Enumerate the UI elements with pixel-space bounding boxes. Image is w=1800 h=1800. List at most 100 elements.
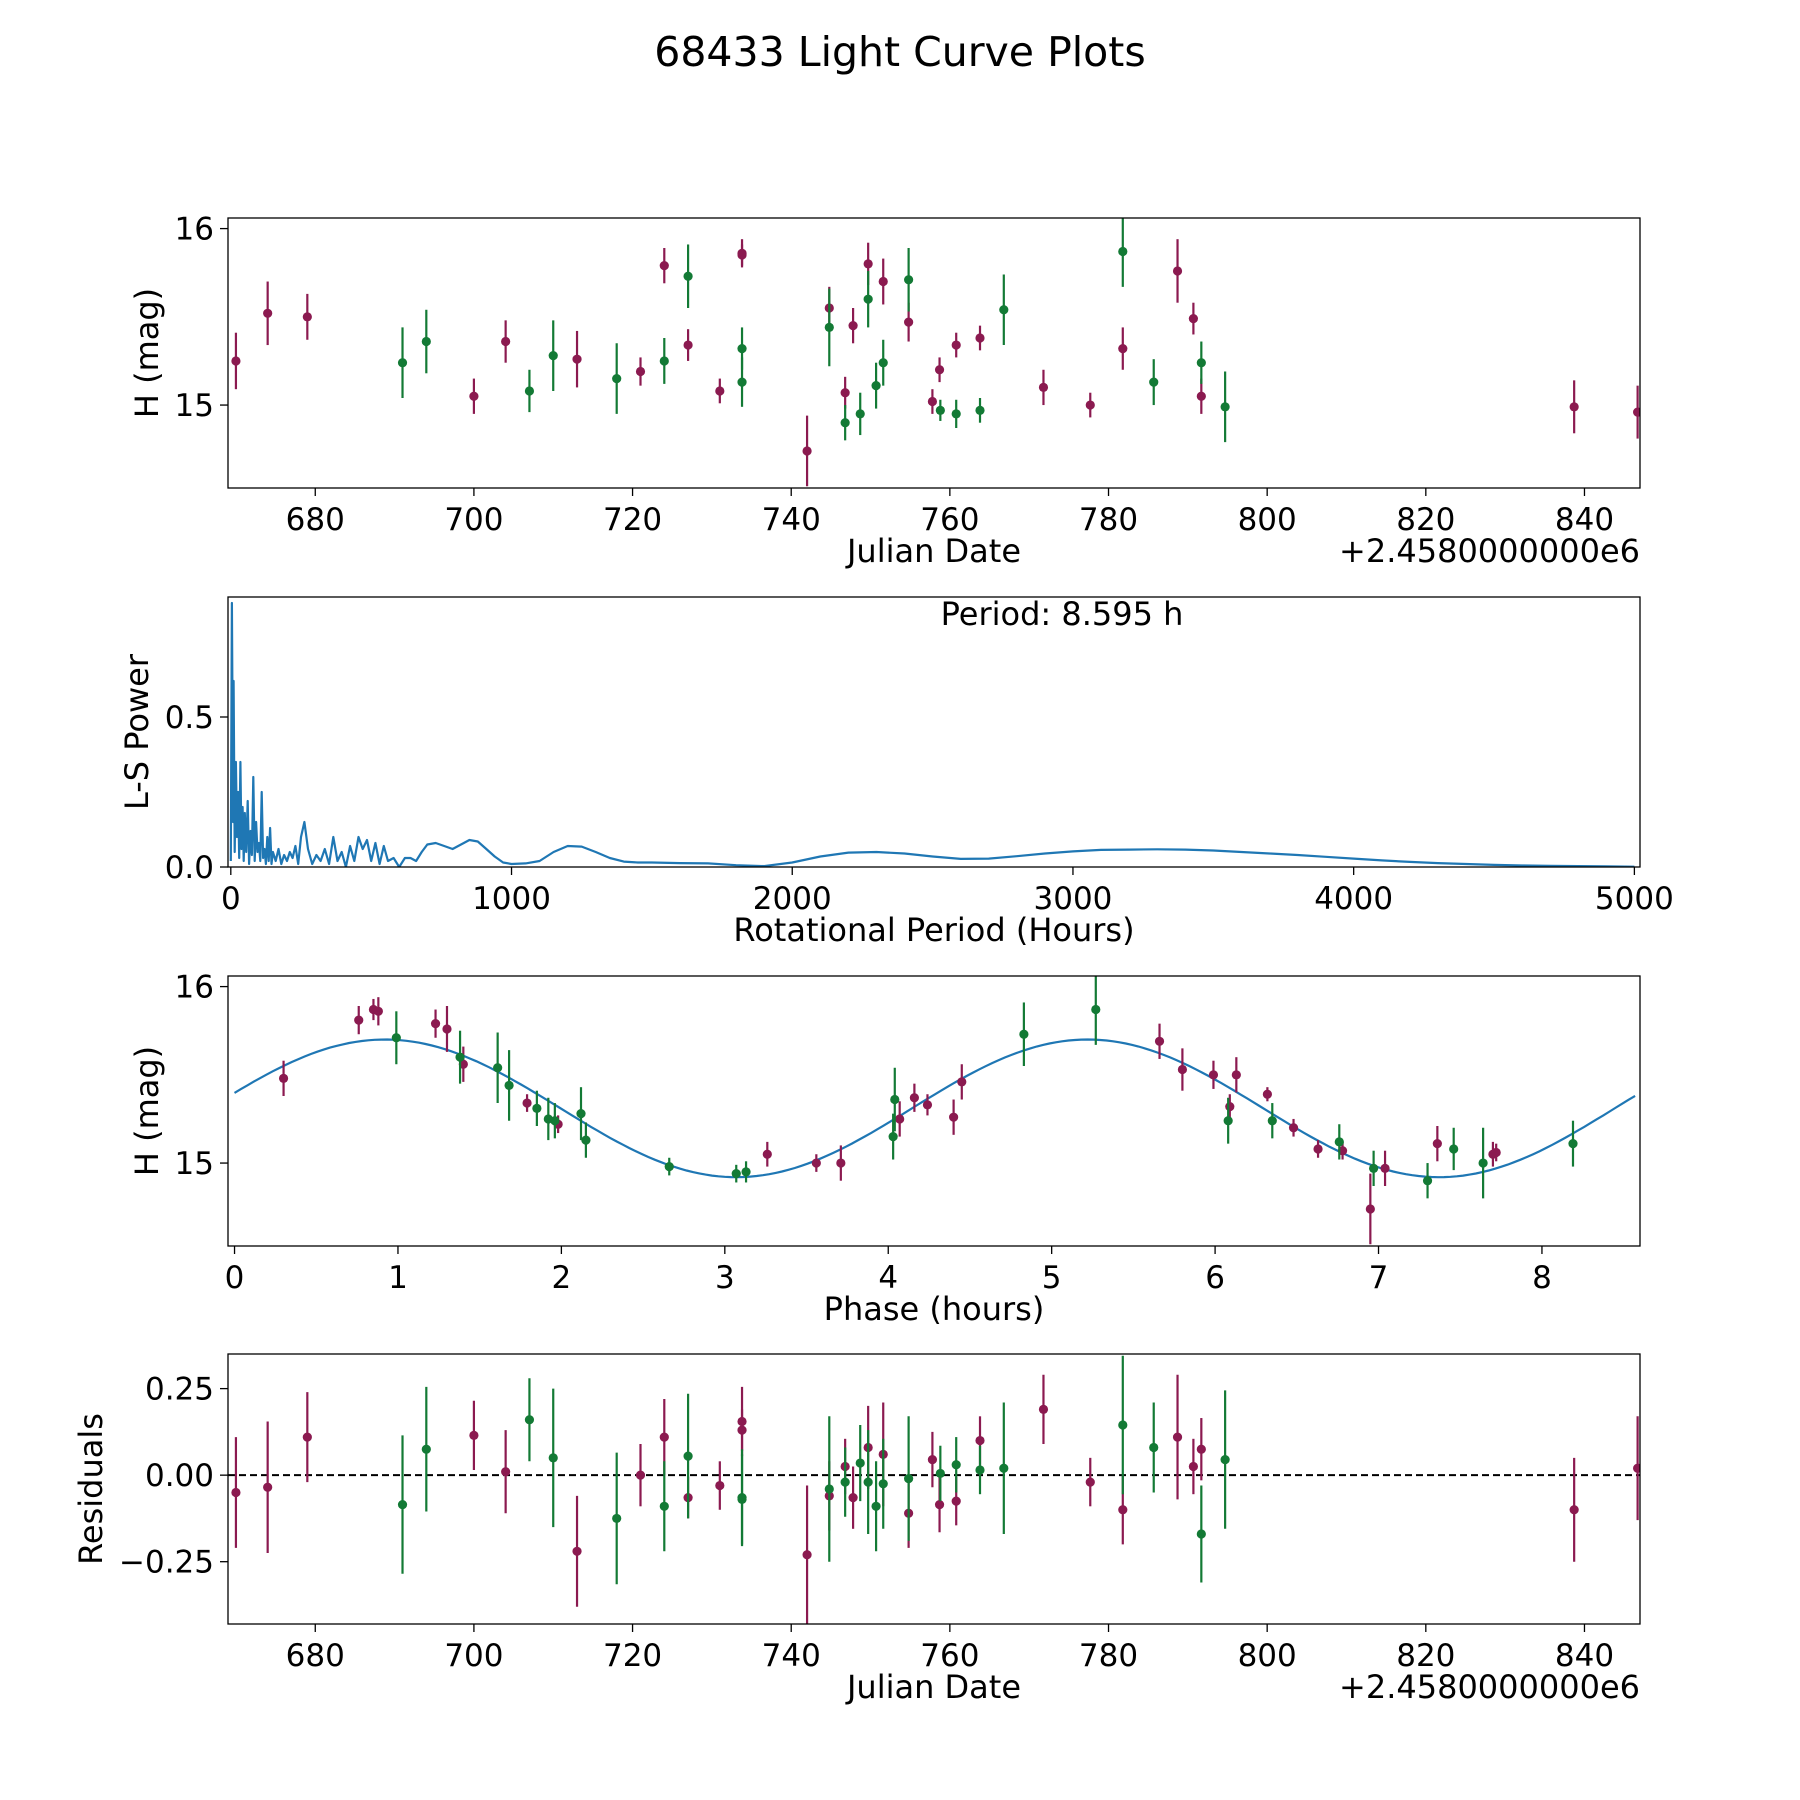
data-point-green — [1019, 1029, 1029, 1039]
data-point-red — [430, 1019, 441, 1029]
data-point-red — [811, 1158, 821, 1168]
data-point-green — [878, 358, 888, 368]
data-point-red — [1633, 1463, 1640, 1473]
data-point-red — [302, 1432, 312, 1442]
data-point-red — [469, 1430, 479, 1440]
data-point-red — [1231, 1070, 1241, 1080]
periodogram-marks — [229, 601, 1635, 867]
data-point-red — [1038, 382, 1049, 393]
x-tick-label: 740 — [762, 502, 821, 538]
data-point-red — [1196, 1444, 1206, 1454]
y-tick-label: −0.25 — [119, 1545, 214, 1581]
periodogram-ylabel: L-S Power — [118, 653, 156, 810]
phased-frame — [227, 975, 1641, 1247]
data-point-green — [612, 373, 622, 384]
x-tick-label: 3000 — [1034, 881, 1113, 917]
data-point-green — [888, 1131, 898, 1142]
data-point-green — [935, 1468, 945, 1479]
phased-xlabel: Phase (hours) — [824, 1290, 1045, 1328]
data-points — [231, 218, 1640, 487]
data-point-green — [1196, 358, 1206, 368]
data-point-red — [1313, 1144, 1323, 1154]
data-point-red — [863, 259, 873, 269]
data-point-green — [951, 1460, 961, 1470]
data-point-green — [855, 409, 865, 419]
x-tick-label: 720 — [603, 502, 662, 538]
data-point-red — [802, 446, 812, 456]
x-tick-label: 800 — [1238, 502, 1297, 538]
data-point-green — [863, 1477, 873, 1487]
data-point-green — [824, 322, 834, 333]
x-tick-label: 820 — [1396, 1638, 1455, 1674]
data-point-red — [957, 1077, 967, 1087]
lightcurve-xlabel: Julian Date — [845, 532, 1021, 570]
data-point-red — [1365, 1204, 1375, 1214]
x-tick-label: 760 — [920, 1638, 979, 1674]
x-tick-label: 6 — [1205, 1260, 1225, 1296]
lightcurve-marks — [231, 218, 1640, 487]
data-point-red — [278, 1073, 289, 1083]
data-point-green — [1149, 377, 1159, 387]
data-point-green — [548, 351, 558, 361]
data-point-green — [855, 1458, 865, 1468]
data-point-red — [501, 1467, 511, 1477]
data-point-red — [904, 317, 914, 327]
y-tick-label: 16 — [175, 212, 214, 248]
data-point-green — [1334, 1137, 1344, 1147]
data-point-red — [1188, 313, 1198, 324]
data-point-red — [949, 1112, 959, 1122]
data-point-green — [1478, 1158, 1488, 1168]
x-tick-label: 760 — [920, 502, 979, 538]
lightcurve-offset-label: +2.4580000000e6 — [1339, 532, 1640, 570]
data-point-green — [664, 1161, 674, 1172]
data-point-red — [927, 1454, 938, 1465]
x-tick-label: 820 — [1396, 502, 1455, 538]
x-tick-label: 700 — [444, 502, 503, 538]
data-point-red — [1085, 400, 1095, 410]
data-point-green — [683, 271, 693, 281]
data-point-red — [659, 1432, 669, 1442]
data-point-red — [848, 321, 858, 331]
data-point-red — [442, 1024, 452, 1034]
data-point-green — [904, 1474, 914, 1484]
data-point-red — [1118, 1505, 1128, 1515]
data-point-green — [1223, 1116, 1233, 1126]
data-point-green — [904, 275, 914, 285]
periodogram-line — [229, 601, 1635, 867]
x-tick-label: 780 — [1079, 502, 1138, 538]
data-point-red — [1172, 266, 1183, 276]
data-point-red — [1633, 407, 1640, 417]
data-point-green — [421, 336, 431, 347]
data-points — [231, 1355, 1640, 1624]
x-tick-label: 4000 — [1314, 881, 1393, 917]
data-point-green — [1422, 1176, 1433, 1186]
data-point-red — [1172, 1432, 1183, 1442]
x-tick-label: 5000 — [1595, 881, 1674, 917]
x-tick-label: 780 — [1079, 1638, 1138, 1674]
data-points — [278, 976, 1578, 1245]
data-point-red — [635, 1470, 646, 1480]
data-point-green — [455, 1052, 465, 1062]
data-point-red — [354, 1015, 364, 1025]
model-fit-curve — [233, 1038, 1636, 1179]
phased-ylabel: H (mag) — [128, 1046, 166, 1176]
x-tick-label: 3 — [715, 1260, 735, 1296]
data-point-red — [934, 365, 945, 375]
data-point-red — [934, 1499, 945, 1510]
x-tick-label: 2000 — [753, 881, 832, 917]
x-tick-label: 700 — [444, 1638, 503, 1674]
data-point-green — [935, 405, 945, 415]
data-point-red — [522, 1098, 532, 1108]
residuals-marks — [228, 1355, 1640, 1624]
data-point-red — [975, 1435, 985, 1446]
data-point-red — [469, 391, 479, 401]
lightcurve-frame — [227, 217, 1641, 489]
data-point-green — [737, 343, 747, 354]
data-point-green — [741, 1167, 751, 1177]
lightcurve-ylabel: H (mag) — [128, 288, 166, 418]
data-point-red — [715, 386, 725, 396]
panel-phased: 0 1 2 3 4 5 6 7 8 15 16 Phase (hours) H (mag) — [128, 970, 1641, 1328]
data-point-green — [493, 1063, 503, 1073]
data-point-red — [1177, 1064, 1188, 1075]
data-point-green — [731, 1169, 741, 1179]
